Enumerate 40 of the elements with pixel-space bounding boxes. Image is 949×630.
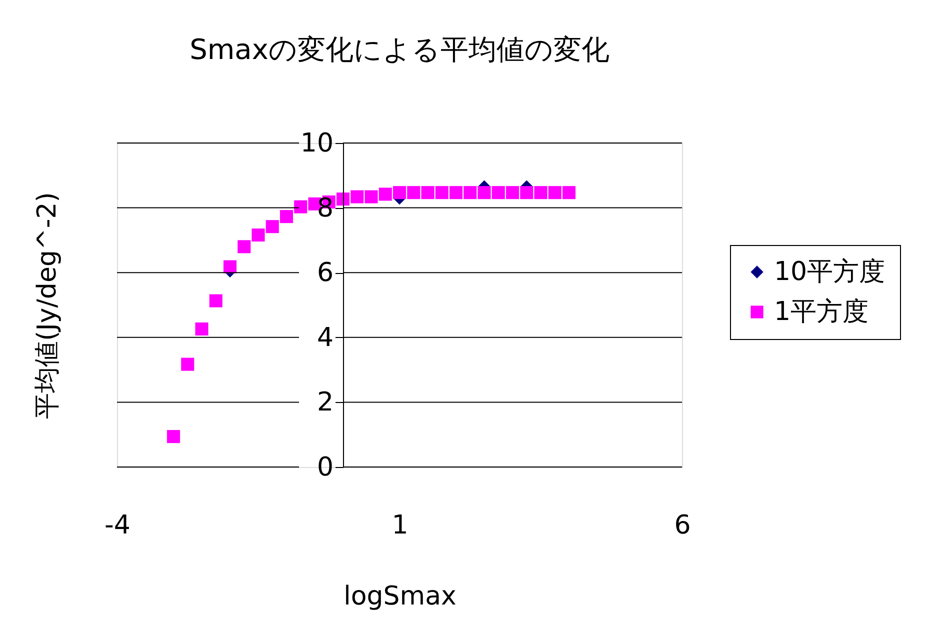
point [421,186,434,200]
point [294,200,308,214]
y-tick-label: 6 [316,258,334,288]
x-axis-title: logSmax [344,582,456,612]
point [181,358,194,371]
point [166,430,180,444]
point [478,186,491,200]
x-tick-label: -4 [104,510,130,540]
point [350,190,364,204]
x-tick-label: 1 [392,510,408,540]
point [548,186,562,200]
point [392,186,406,200]
point [562,186,576,200]
legend-label: 10平方度 [774,257,886,287]
y-tick-label: 2 [316,388,334,418]
point [252,228,265,242]
point [280,210,294,224]
point [492,186,505,200]
chart-title: Smaxの変化による平均値の変化 [190,33,610,66]
point [435,186,448,200]
point [378,188,392,201]
y-tick-label: 0 [316,452,334,482]
point [238,240,251,254]
y-axis-title: 平均値(Jy/deg^-2) [32,192,62,419]
y-tick-label: 4 [316,322,334,353]
point [223,260,237,274]
point [407,186,420,200]
point [534,186,548,200]
point [336,192,350,206]
point [195,322,208,336]
point [266,220,279,234]
point [449,186,463,200]
point [209,294,222,308]
point [520,186,534,200]
legend-label: 1平方度 [774,297,869,327]
point [506,186,520,200]
x-tick-label: 6 [674,510,691,540]
point [364,190,378,204]
y-tick-label: 10 [300,128,334,158]
point [464,186,477,200]
